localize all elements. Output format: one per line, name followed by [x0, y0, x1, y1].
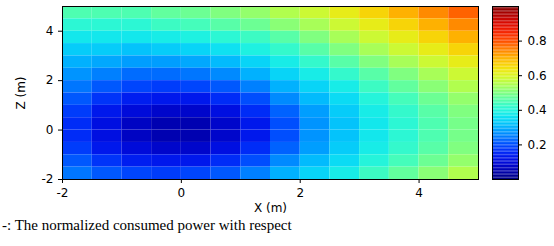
svg-text:2: 2	[46, 73, 54, 87]
svg-text:Z (m): Z (m)	[14, 76, 28, 109]
svg-text:0.2: 0.2	[528, 138, 547, 152]
html-text:-: The normalized consumed pow: -: The normalized consumed power with re…	[2, 217, 292, 233]
svg-text:2: 2	[296, 186, 304, 200]
svg-text:-2: -2	[42, 172, 54, 186]
svg-text:4: 4	[46, 24, 54, 38]
svg-text:0.6: 0.6	[528, 69, 547, 83]
svg-text:4: 4	[415, 186, 423, 200]
svg-text:0: 0	[46, 123, 54, 137]
svg-text:0.8: 0.8	[528, 34, 547, 48]
svg-text:X (m): X (m)	[254, 201, 287, 215]
svg-text:0.4: 0.4	[528, 103, 547, 117]
svg-text:0: 0	[178, 186, 186, 200]
svg-text:-2: -2	[57, 186, 69, 200]
